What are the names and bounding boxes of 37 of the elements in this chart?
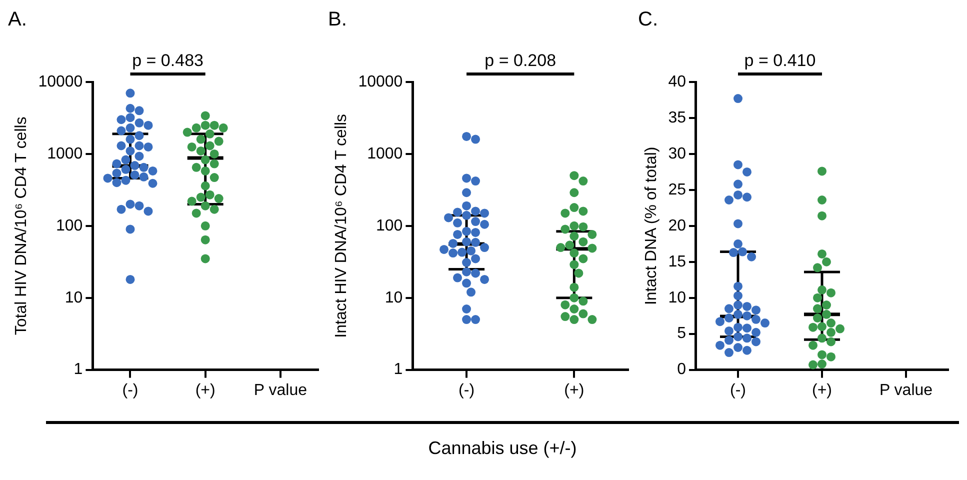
y-tick-label: 30: [668, 145, 686, 162]
y-tick-label: 10: [668, 289, 686, 306]
y-tick-label: 1000: [47, 145, 83, 162]
y-tick-label: 1: [74, 361, 83, 378]
chart-title: C.: [638, 8, 658, 31]
y-tick-label: 10000: [38, 73, 83, 90]
y-tick-label: 15: [668, 253, 686, 270]
y-tick-label: 5: [677, 325, 686, 342]
x-tick-label: (+): [564, 382, 584, 399]
y-tick-label: 10: [384, 289, 403, 306]
y-tick-label: 1000: [367, 145, 403, 162]
x-tick-label: (+): [195, 382, 216, 399]
chart-title: A.: [8, 8, 27, 31]
x-tick-label: (+): [812, 382, 832, 399]
text: p = 0.483: [132, 51, 204, 70]
y-tick-label: 100: [56, 217, 83, 234]
x-tick-label: (-): [458, 382, 475, 399]
x-tick-label: (-): [122, 382, 138, 399]
y-axis-title: Intact DNA (% of total): [643, 146, 660, 306]
chart-title: B.: [328, 8, 347, 31]
y-tick-label: 10000: [358, 73, 403, 90]
y-tick-label: 10: [64, 289, 83, 306]
y-tick-label: 35: [668, 109, 686, 126]
x-axis-title: Cannabis use (+/-): [427, 438, 578, 459]
x-tick-label: P value: [254, 382, 308, 399]
y-axis-title: Intact HIV DNA/10⁶ CD4 T cells: [333, 114, 350, 338]
y-tick-label: 25: [668, 181, 686, 198]
y-axis-title: Total HIV DNA/10⁶ CD4 T cells: [13, 116, 30, 336]
y-tick-label: 100: [376, 217, 403, 234]
y-tick-label: 1: [394, 361, 403, 378]
text: p = 0.208: [484, 51, 556, 70]
text: p = 0.410: [744, 51, 816, 70]
x-tick-label: (-): [730, 382, 746, 399]
y-tick-label: 40: [668, 73, 686, 90]
y-tick-label: 20: [668, 217, 686, 234]
x-tick-label: P value: [879, 382, 933, 399]
y-tick-label: 0: [677, 361, 686, 378]
